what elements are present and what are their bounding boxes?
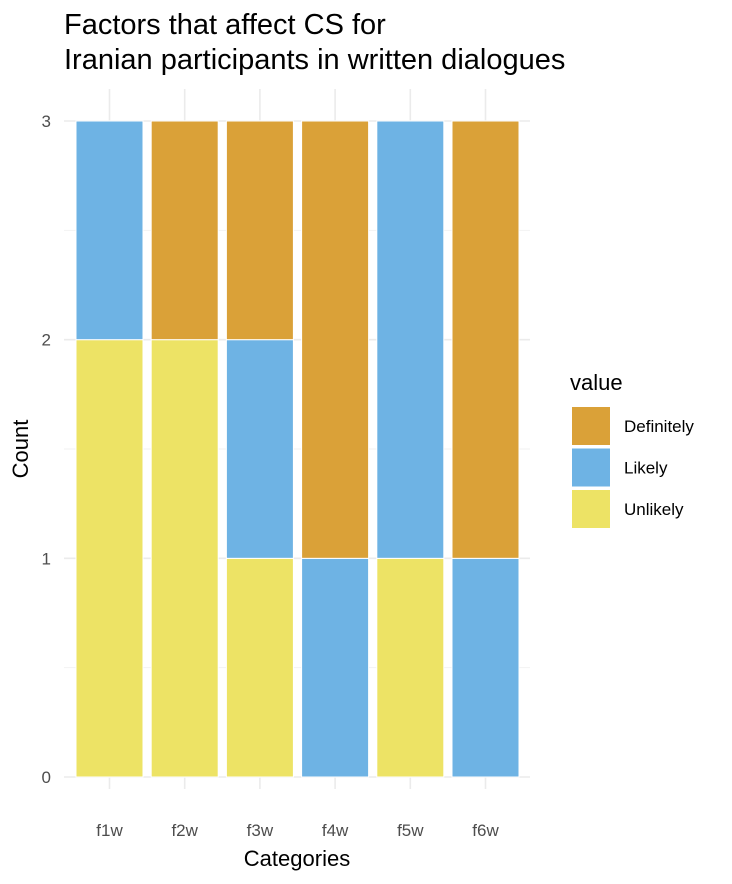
bar-f4w-likely bbox=[301, 557, 370, 778]
chart-title-line-1: Factors that affect CS for bbox=[64, 9, 386, 41]
legend-label-unlikely: Unlikely bbox=[624, 500, 684, 519]
bar-f6w-likely bbox=[451, 557, 520, 778]
bar-f4w-definitely bbox=[301, 120, 370, 559]
bar-f1w-likely bbox=[75, 120, 144, 341]
y-axis-ticks: 0 1 2 3 bbox=[42, 112, 51, 787]
x-tick-label: f2w bbox=[171, 821, 198, 840]
x-tick-label: f6w bbox=[472, 821, 499, 840]
bar-f2w-unlikely bbox=[150, 339, 219, 778]
bar-f5w-likely bbox=[376, 120, 445, 559]
legend-key-likely bbox=[572, 448, 610, 487]
legend-key-unlikely bbox=[572, 490, 610, 528]
y-axis-title: Count bbox=[8, 420, 33, 479]
x-axis-title: Categories bbox=[244, 846, 350, 871]
x-axis-ticks: f1w f2w f3w f4w f5w f6w bbox=[96, 821, 499, 840]
bar-f6w-definitely bbox=[451, 120, 520, 559]
x-tick-label: f1w bbox=[96, 821, 123, 840]
bar-f3w-likely bbox=[225, 339, 294, 559]
bar-f3w-unlikely bbox=[225, 557, 294, 778]
y-tick-label: 1 bbox=[42, 549, 51, 568]
y-tick-label: 3 bbox=[42, 112, 51, 131]
x-tick-label: f4w bbox=[322, 821, 349, 840]
legend: value Definitely Likely Unlikely bbox=[570, 370, 694, 528]
x-tick-label: f5w bbox=[397, 821, 424, 840]
x-tick-label: f3w bbox=[247, 821, 274, 840]
y-tick-label: 0 bbox=[42, 768, 51, 787]
y-tick-label: 2 bbox=[42, 331, 51, 350]
legend-label-likely: Likely bbox=[624, 459, 668, 478]
chart-title: Factors that affect CS for Iranian parti… bbox=[64, 9, 565, 76]
legend-title: value bbox=[570, 370, 623, 395]
bar-f5w-unlikely bbox=[376, 557, 445, 778]
bar-f3w-definitely bbox=[225, 120, 294, 341]
bar-f2w-definitely bbox=[150, 120, 219, 341]
bars bbox=[75, 120, 520, 778]
bar-f1w-unlikely bbox=[75, 339, 144, 778]
chart-title-line-2: Iranian participants in written dialogue… bbox=[64, 44, 565, 76]
legend-label-definitely: Definitely bbox=[624, 417, 694, 436]
legend-key-definitely bbox=[572, 407, 610, 445]
